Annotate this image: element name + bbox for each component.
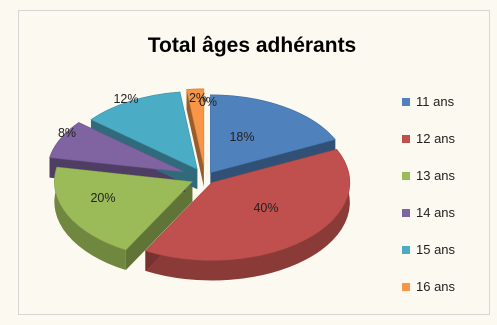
legend-label-14-ans: 14 ans [416,205,456,220]
legend-label-16-ans: 16 ans [416,279,456,294]
slice-side-12-ans [145,149,350,281]
slice-11-ans [210,94,336,174]
slice-wall-16-ans-0 [186,89,204,187]
legend-label-11-ans: 11 ans [416,94,455,109]
label-14-ans: 8% [58,126,76,140]
legend-swatch-11-ans [402,98,410,106]
percentage-labels: 18% 40% 20% 8% 12% 2% 0% [58,91,279,215]
slice-16-ans [186,88,205,167]
legend-swatch-12-ans [402,135,410,143]
pie-slices [49,88,351,281]
label-12-ans: 40% [253,201,278,215]
label-11-ans: 18% [229,130,254,144]
legend-swatch-15-ans [402,246,410,254]
legend-swatch-16-ans [402,283,410,291]
legend-swatch-13-ans [402,172,410,180]
legend: 11 ans 12 ans 13 ans 14 ans 15 ans 16 ans [402,94,456,294]
label-zero: 0% [199,95,217,109]
chart-title: Total âges adhérants [148,34,357,57]
legend-swatch-14-ans [402,209,410,217]
legend-label-15-ans: 15 ans [416,242,456,257]
label-15-ans: 12% [113,92,138,106]
slice-15-ans [90,91,198,170]
legend-label-13-ans: 13 ans [416,168,456,183]
legend-label-12-ans: 12 ans [416,131,456,146]
slice-wall-13-ans-0 [125,181,193,271]
slice-13-ans [54,166,193,251]
slice-side-13-ans [54,167,126,271]
label-16-ans: 2% [189,91,207,105]
label-13-ans: 20% [90,191,115,205]
slice-14-ans [49,122,186,173]
slice-12-ans [144,148,351,261]
